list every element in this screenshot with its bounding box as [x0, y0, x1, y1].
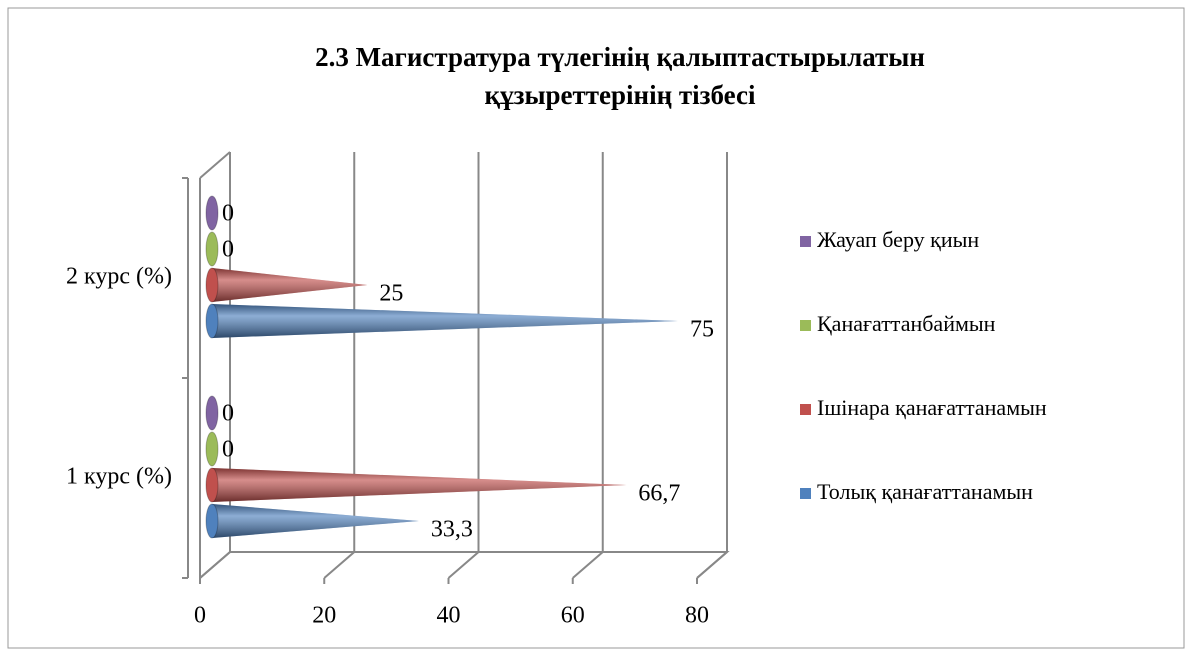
data-label: 25 [379, 281, 403, 307]
cone-base [205, 467, 219, 503]
x-tick-label: 80 [685, 603, 709, 629]
data-label: 0 [222, 437, 234, 463]
y-tick-label: 1 курс (%) [66, 464, 172, 490]
legend-swatch [800, 236, 811, 247]
side-top [199, 151, 231, 179]
data-label: 0 [222, 201, 234, 227]
cone-shade [212, 304, 678, 338]
data-label: 66,7 [638, 481, 680, 507]
legend-swatch [800, 320, 811, 331]
legend-label: Қанағаттанбаймын [817, 311, 996, 336]
chart-title: 2.3 Магистратура түлегінің қалыптастырыл… [315, 42, 925, 110]
legend-swatch [800, 404, 811, 415]
legend-label: Ішінара қанағаттанамын [817, 395, 1047, 420]
data-label: 75 [690, 317, 714, 343]
cone-base [205, 431, 219, 467]
data-label: 0 [222, 401, 234, 427]
legend-label: Жауап беру қиын [817, 227, 979, 252]
cone-base [205, 267, 219, 303]
x-tick-label: 0 [194, 603, 206, 629]
data-label: 33,3 [431, 517, 473, 543]
chart-frame [7, 7, 1185, 649]
cone-base [205, 231, 219, 267]
x-tick-label: 40 [437, 603, 461, 629]
cone-shade [212, 468, 627, 502]
legend-swatch [800, 488, 811, 499]
x-tick-label: 60 [561, 603, 585, 629]
cone-base [205, 195, 219, 231]
legend-label: Толық қанағаттанамын [817, 479, 1033, 504]
y-tick-label: 2 курс (%) [66, 264, 172, 290]
cone-base [205, 395, 219, 431]
grid-line [696, 152, 728, 579]
cone-shade [212, 504, 419, 538]
x-tick-label: 20 [312, 603, 336, 629]
cone-base [205, 303, 219, 339]
grid-line [572, 152, 604, 579]
cone-shade [212, 268, 368, 302]
data-label: 0 [222, 237, 234, 263]
grid-line [447, 152, 480, 579]
cone-base [205, 503, 219, 539]
